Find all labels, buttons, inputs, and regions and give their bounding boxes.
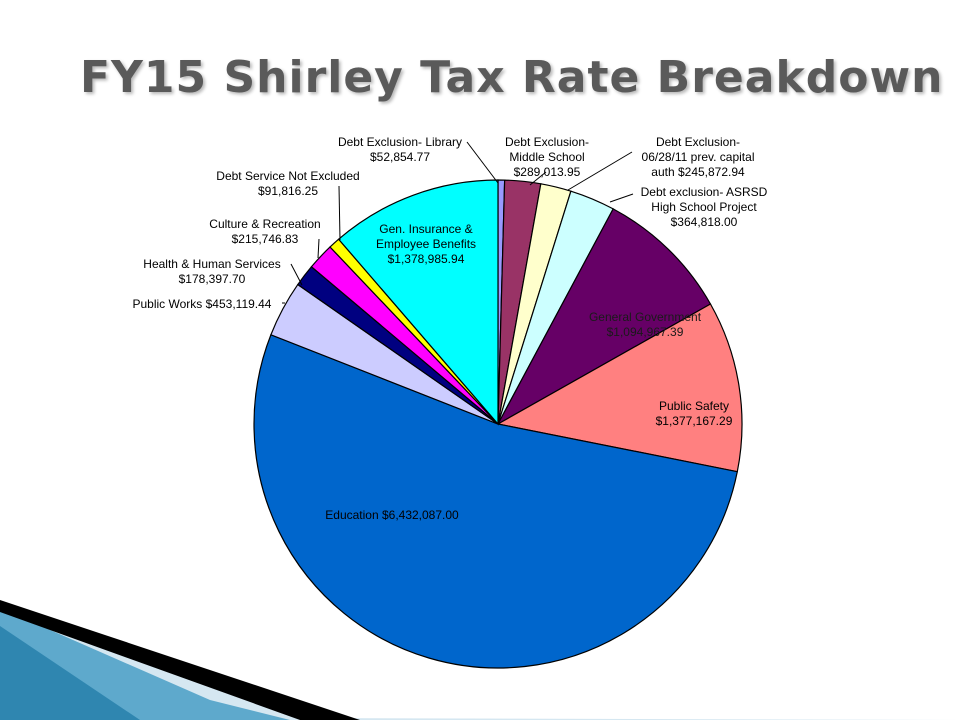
data-label-public-safety: Public Safety $1,377,167.29 <box>656 399 733 428</box>
leader-line-debt-exclusion-asrsd-high-school-project <box>609 193 634 203</box>
deco-band-black <box>0 600 360 720</box>
leader-line-health-human-services <box>290 263 303 286</box>
data-label-public-works: Public Works $453,119.44 <box>133 297 272 311</box>
pie-slice-public-safety <box>496 303 743 473</box>
data-label-debt-exclusion-06-28-11-prev-capital-auth: Debt Exclusion-06/28/11 prev. capital aut… <box>642 135 755 179</box>
data-label-health-human-services: Health & Human Services $178,397.70 <box>143 257 280 286</box>
leader-line-debt-service-not-excluded <box>338 185 341 241</box>
pie-slice-gen-insurance-employee-benefits <box>337 179 499 426</box>
leader-line-culture-recreation <box>317 238 320 259</box>
leader-line-debt-exclusion-middle-school <box>529 171 547 186</box>
data-label-general-government: General Government $1,094,967.39 <box>589 310 702 339</box>
data-label-debt-exclusion-middle-school: Debt Exclusion-Middle School $289,013.95 <box>505 135 589 179</box>
leader-line-debt-exclusion-library <box>466 141 499 184</box>
pie-slice-general-government <box>496 208 712 426</box>
data-label-culture-recreation: Culture & Recreation $215,746.83 <box>209 217 320 246</box>
slide-title: FY15 Shirley Tax Rate Breakdown <box>80 52 944 103</box>
deco-band-teal <box>0 626 140 720</box>
data-label-debt-exclusion-asrsd-high-school-project: Debt exclusion- ASRSD High School Project… <box>641 185 768 229</box>
data-label-debt-service-not-excluded: Debt Service Not Excluded $91,816.25 <box>216 169 359 198</box>
pie-slice-education <box>253 333 739 669</box>
data-label-debt-exclusion-library: Debt Exclusion- Library $52,854.77 <box>338 135 462 164</box>
data-label-gen-insurance-employee-benefits: Gen. Insurance & Employee Benefits $1,378,… <box>376 222 476 266</box>
data-label-education: Education $6,432,087.00 <box>325 508 459 522</box>
leader-line-debt-exclusion-06-28-11-prev-capital-auth <box>567 151 633 191</box>
